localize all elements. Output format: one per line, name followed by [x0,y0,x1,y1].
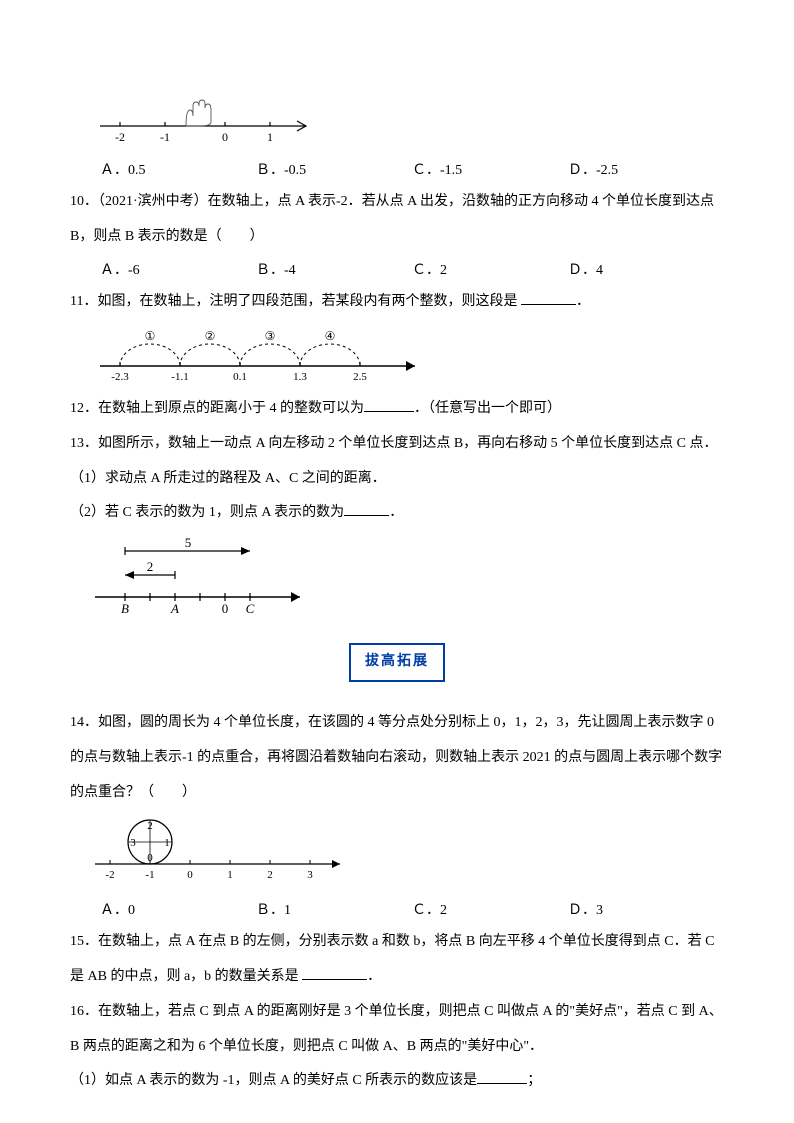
svg-text:3: 3 [130,837,136,849]
q14-text-3: 的点重合？（ ） [70,778,724,809]
svg-text:-2: -2 [115,130,125,144]
svg-text:0: 0 [147,852,153,864]
svg-text:-1: -1 [145,869,154,881]
svg-text:-1: -1 [160,130,170,144]
svg-text:1: 1 [164,837,170,849]
q9-opt-b: Ｂ．-0.5 [256,156,412,187]
svg-text:0.1: 0.1 [233,371,247,383]
section-banner-wrap: 拔高拓展 [70,625,724,708]
q14-text-2: 的点与数轴上表示-1 的点重合，再将圆沿着数轴向右滚动，则数轴上表示 2021 … [70,743,724,774]
q10-opt-c: Ｃ．2 [412,256,568,287]
q13-p2: （2）若 C 表示的数为 1，则点 A 表示的数为． [70,498,724,529]
q9-opt-c: Ｃ．-1.5 [412,156,568,187]
q14-text-1: 14．如图，圆的周长为 4 个单位长度，在该圆的 4 等分点处分别标上 0，1，… [70,708,724,739]
q16-text-1: 16．在数轴上，若点 C 到点 A 的距离刚好是 3 个单位长度，则把点 C 叫… [70,997,724,1028]
svg-text:1: 1 [227,869,233,881]
q9-diagram: -2 -1 0 1 [90,96,724,146]
svg-text:1.3: 1.3 [293,371,307,383]
svg-text:C: C [246,601,255,615]
q16-text-2: B 两点的距离之和为 6 个单位长度，则把点 C 叫做 A、B 两点的"美好中心… [70,1032,724,1063]
q10-opt-b: Ｂ．-4 [256,256,412,287]
q14-opt-a: Ａ．0 [100,896,256,927]
q10-options: Ａ．-6 Ｂ．-4 Ｃ．2 Ｄ．4 [70,256,724,287]
q9-options: Ａ．0.5 Ｂ．-0.5 Ｃ．-1.5 Ｄ．-2.5 [70,156,724,187]
svg-text:-2: -2 [105,869,114,881]
q14-diagram: -2 -1 0 1 2 3 0 1 2 3 [90,814,724,886]
q12-blank [364,398,414,412]
svg-text:④: ④ [325,329,336,343]
svg-text:0: 0 [187,869,193,881]
q11-blank [521,291,576,305]
q11-diagram: -2.3 -1.1 0.1 1.3 2.5 ① ② ③ ④ [90,324,724,384]
svg-text:0: 0 [222,130,228,144]
q15-text-2: 是 AB 的中点，则 a，b 的数量关系是 ． [70,962,724,993]
svg-text:A: A [170,601,179,615]
svg-text:-2.3: -2.3 [111,371,129,383]
svg-text:1: 1 [267,130,273,144]
q10-opt-a: Ａ．-6 [100,256,256,287]
q9-opt-d: Ｄ．-2.5 [568,156,724,187]
q14-opt-d: Ｄ．3 [568,896,724,927]
svg-text:2.5: 2.5 [353,371,367,383]
q15-text-1: 15．在数轴上，点 A 在点 B 的左侧，分别表示数 a 和数 b，将点 B 向… [70,927,724,958]
q13-diagram: B A 0 C 2 5 [90,535,724,615]
svg-text:②: ② [205,329,216,343]
section-banner: 拔高拓展 [349,643,445,682]
svg-text:3: 3 [307,869,313,881]
q13-blank [344,502,389,516]
svg-text:-1.1: -1.1 [171,371,188,383]
svg-text:0: 0 [222,601,229,615]
q16-p1: （1）如点 A 表示的数为 -1，则点 A 的美好点 C 所表示的数应该是； [70,1066,724,1097]
q13-text: 13．如图所示，数轴上一动点 A 向左移动 2 个单位长度到达点 B，再向右移动… [70,429,724,460]
q15-blank [302,966,367,980]
q10-text-2: B，则点 B 表示的数是（ ） [70,222,724,253]
q10-opt-d: Ｄ．4 [568,256,724,287]
svg-text:2: 2 [147,820,153,832]
q12-text: 12．在数轴上到原点的距离小于 4 的整数可以为．（任意写出一个即可） [70,394,724,425]
q13-p1: （1）求动点 A 所走过的路程及 A、C 之间的距离． [70,464,724,495]
q10-text-1: 10．（2021·滨州中考）在数轴上，点 A 表示-2．若从点 A 出发，沿数轴… [70,187,724,218]
q11-text: 11．如图，在数轴上，注明了四段范围，若某段内有两个整数，则这段是 ． [70,287,724,318]
q14-opt-b: Ｂ．1 [256,896,412,927]
svg-text:③: ③ [265,329,276,343]
svg-text:B: B [121,601,129,615]
svg-text:①: ① [145,329,156,343]
q14-options: Ａ．0 Ｂ．1 Ｃ．2 Ｄ．3 [70,896,724,927]
svg-text:2: 2 [147,559,154,574]
q14-opt-c: Ｃ．2 [412,896,568,927]
q9-opt-a: Ａ．0.5 [100,156,256,187]
svg-text:5: 5 [185,535,192,550]
svg-text:2: 2 [267,869,273,881]
q16-blank [477,1070,527,1084]
